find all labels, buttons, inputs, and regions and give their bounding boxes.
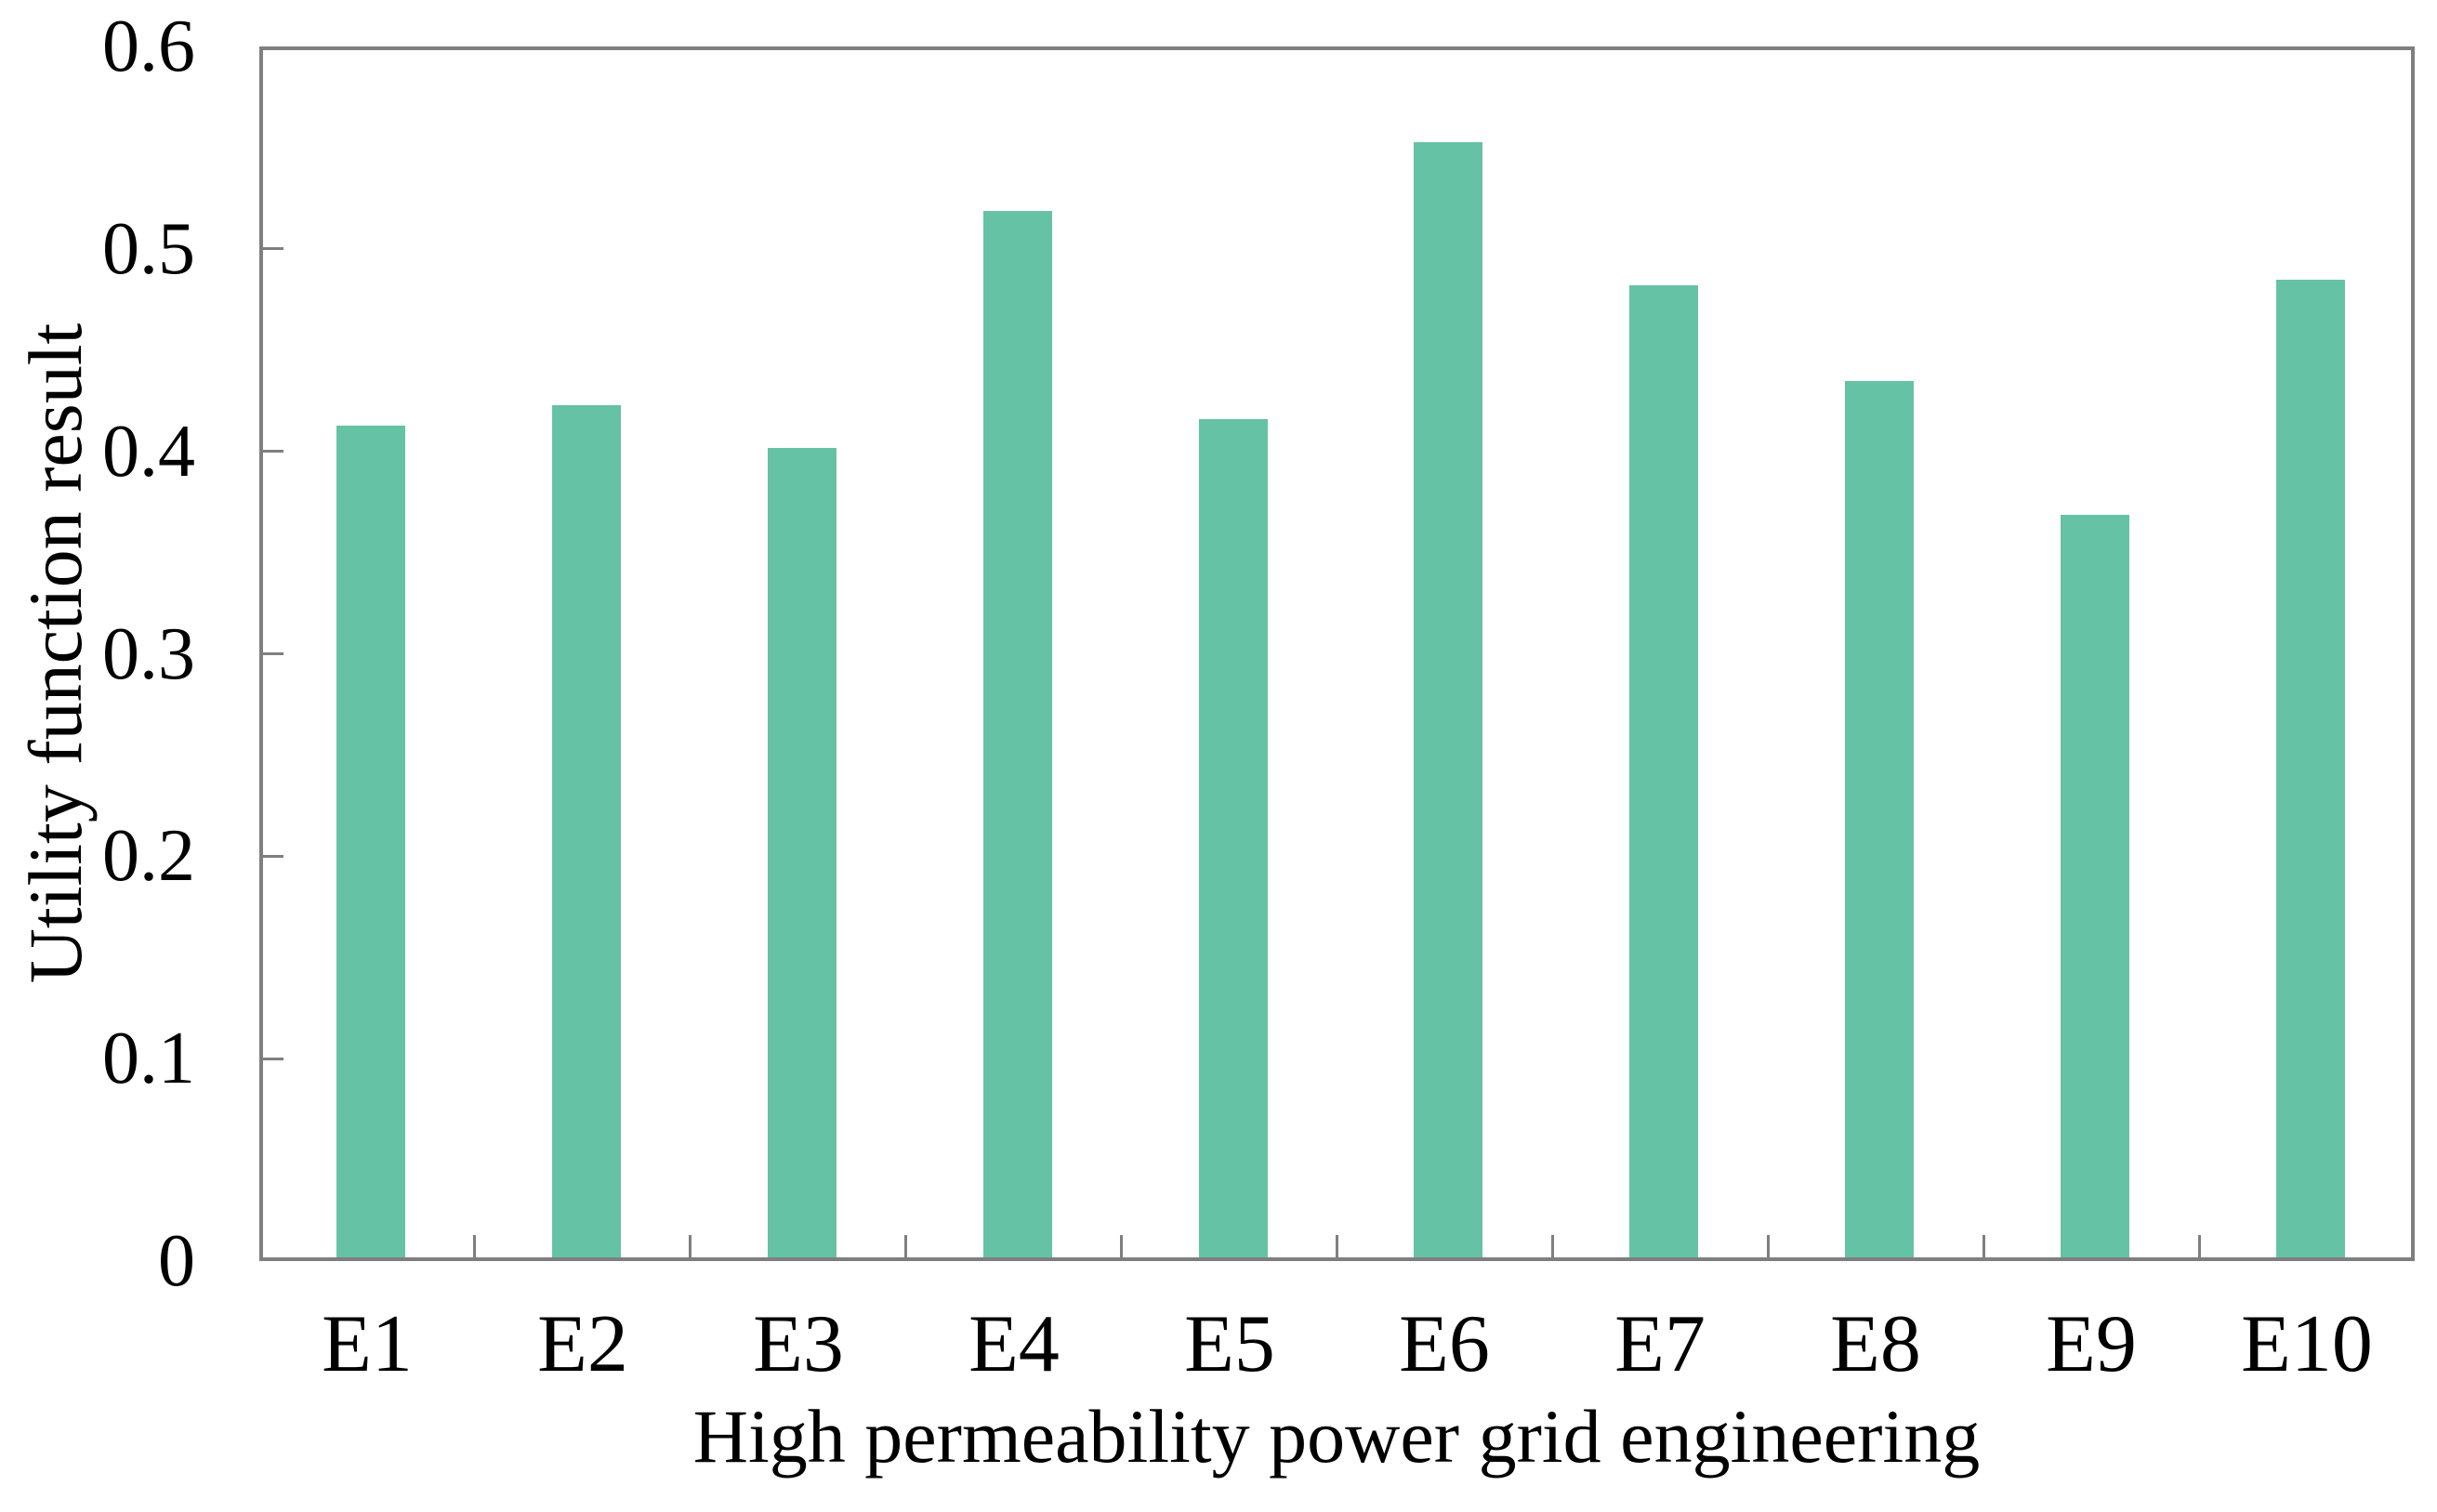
x-tick-label-E4: E4 [968, 1299, 1060, 1389]
y-tick-label-0.1: 0.1 [102, 1018, 195, 1099]
bar-E4 [983, 211, 1052, 1257]
y-tick-mark [263, 855, 283, 858]
bar-E8 [1845, 381, 1914, 1257]
y-tick-label-0.2: 0.2 [102, 815, 195, 897]
x-tick-mark [689, 1235, 692, 1257]
x-tick-mark [904, 1235, 907, 1257]
x-tick-mark [473, 1235, 476, 1257]
x-tick-mark [1120, 1235, 1123, 1257]
x-tick-label-E8: E8 [1830, 1299, 1921, 1389]
x-tick-mark [1983, 1235, 1985, 1257]
y-tick-mark [263, 247, 283, 250]
bar-E9 [2061, 515, 2129, 1257]
x-tick-label-E10: E10 [2241, 1299, 2373, 1389]
y-axis-title: Utility function result [13, 322, 98, 984]
x-tick-mark [1551, 1235, 1554, 1257]
y-tick-mark [263, 1058, 283, 1060]
bar-E5 [1199, 419, 1268, 1257]
x-tick-label-E7: E7 [1614, 1299, 1706, 1389]
y-tick-label-0.5: 0.5 [102, 208, 195, 290]
x-tick-label-E6: E6 [1399, 1299, 1490, 1389]
x-axis-title: High permeability power grid engineering [692, 1394, 1981, 1479]
y-tick-label-0.3: 0.3 [102, 613, 195, 695]
bar-E6 [1414, 142, 1482, 1257]
y-tick-label-0.4: 0.4 [102, 411, 195, 493]
x-tick-label-E9: E9 [2046, 1299, 2137, 1389]
x-tick-label-E2: E2 [537, 1299, 628, 1389]
bar-E2 [552, 405, 621, 1257]
bar-E1 [336, 426, 405, 1257]
x-tick-label-E1: E1 [322, 1299, 413, 1389]
x-tick-mark [2198, 1235, 2201, 1257]
x-tick-label-E3: E3 [753, 1299, 844, 1389]
y-tick-mark [263, 652, 283, 655]
y-tick-label-0.6: 0.6 [102, 6, 195, 87]
y-tick-mark [263, 450, 283, 453]
plot-area [259, 46, 2415, 1261]
x-tick-mark [1336, 1235, 1338, 1257]
x-tick-mark [1767, 1235, 1770, 1257]
bar-E7 [1629, 285, 1698, 1257]
y-tick-label-0: 0 [158, 1220, 195, 1302]
bar-E3 [768, 448, 836, 1257]
bar-E10 [2276, 280, 2345, 1257]
x-tick-label-E5: E5 [1184, 1299, 1275, 1389]
